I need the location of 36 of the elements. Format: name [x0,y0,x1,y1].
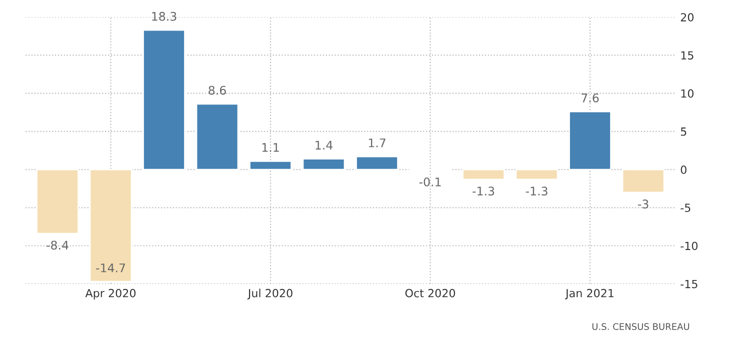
data-label: -14.7 [96,264,126,272]
data-label: 1.4 [316,140,332,150]
data-label: 8.6 [208,86,226,95]
bar [142,29,186,170]
x-tick-label: Apr 2020 [85,288,136,300]
y-tick-label: 20 [680,13,694,22]
bar [89,168,132,282]
bar [462,168,505,180]
y-tick-label: 0 [680,166,686,174]
y-tick-label: -10 [680,242,698,250]
data-label: -1.3 [526,186,548,196]
data-label: -3 [638,200,648,208]
data-label: 7.6 [582,93,599,102]
data-label: -8.4 [46,240,68,250]
x-tick-label: Jul 2020 [247,288,292,300]
y-tick-label: 5 [680,128,686,136]
y-tick-label: -5 [680,204,690,212]
bar [36,168,79,234]
y-tick-label: -15 [680,280,698,288]
y-tick-label: 15 [681,51,694,60]
x-tick-label: Jan 2021 [565,288,614,300]
data-label: 18.3 [152,12,176,21]
bar [196,103,239,170]
bar [515,168,558,180]
bar [356,156,398,170]
data-label: 1.1 [262,143,279,152]
data-label: 1.7 [368,138,386,148]
data-label: -1.3 [472,186,494,196]
bar [302,158,346,170]
data-label: -0.1 [419,177,441,186]
bar [568,110,612,170]
y-tick-label: 10 [681,89,694,98]
bar [622,168,665,194]
x-tick-label: Oct 2020 [405,288,456,298]
bar [249,160,292,170]
text: U.S. CENSUS BUREAU [592,323,690,330]
